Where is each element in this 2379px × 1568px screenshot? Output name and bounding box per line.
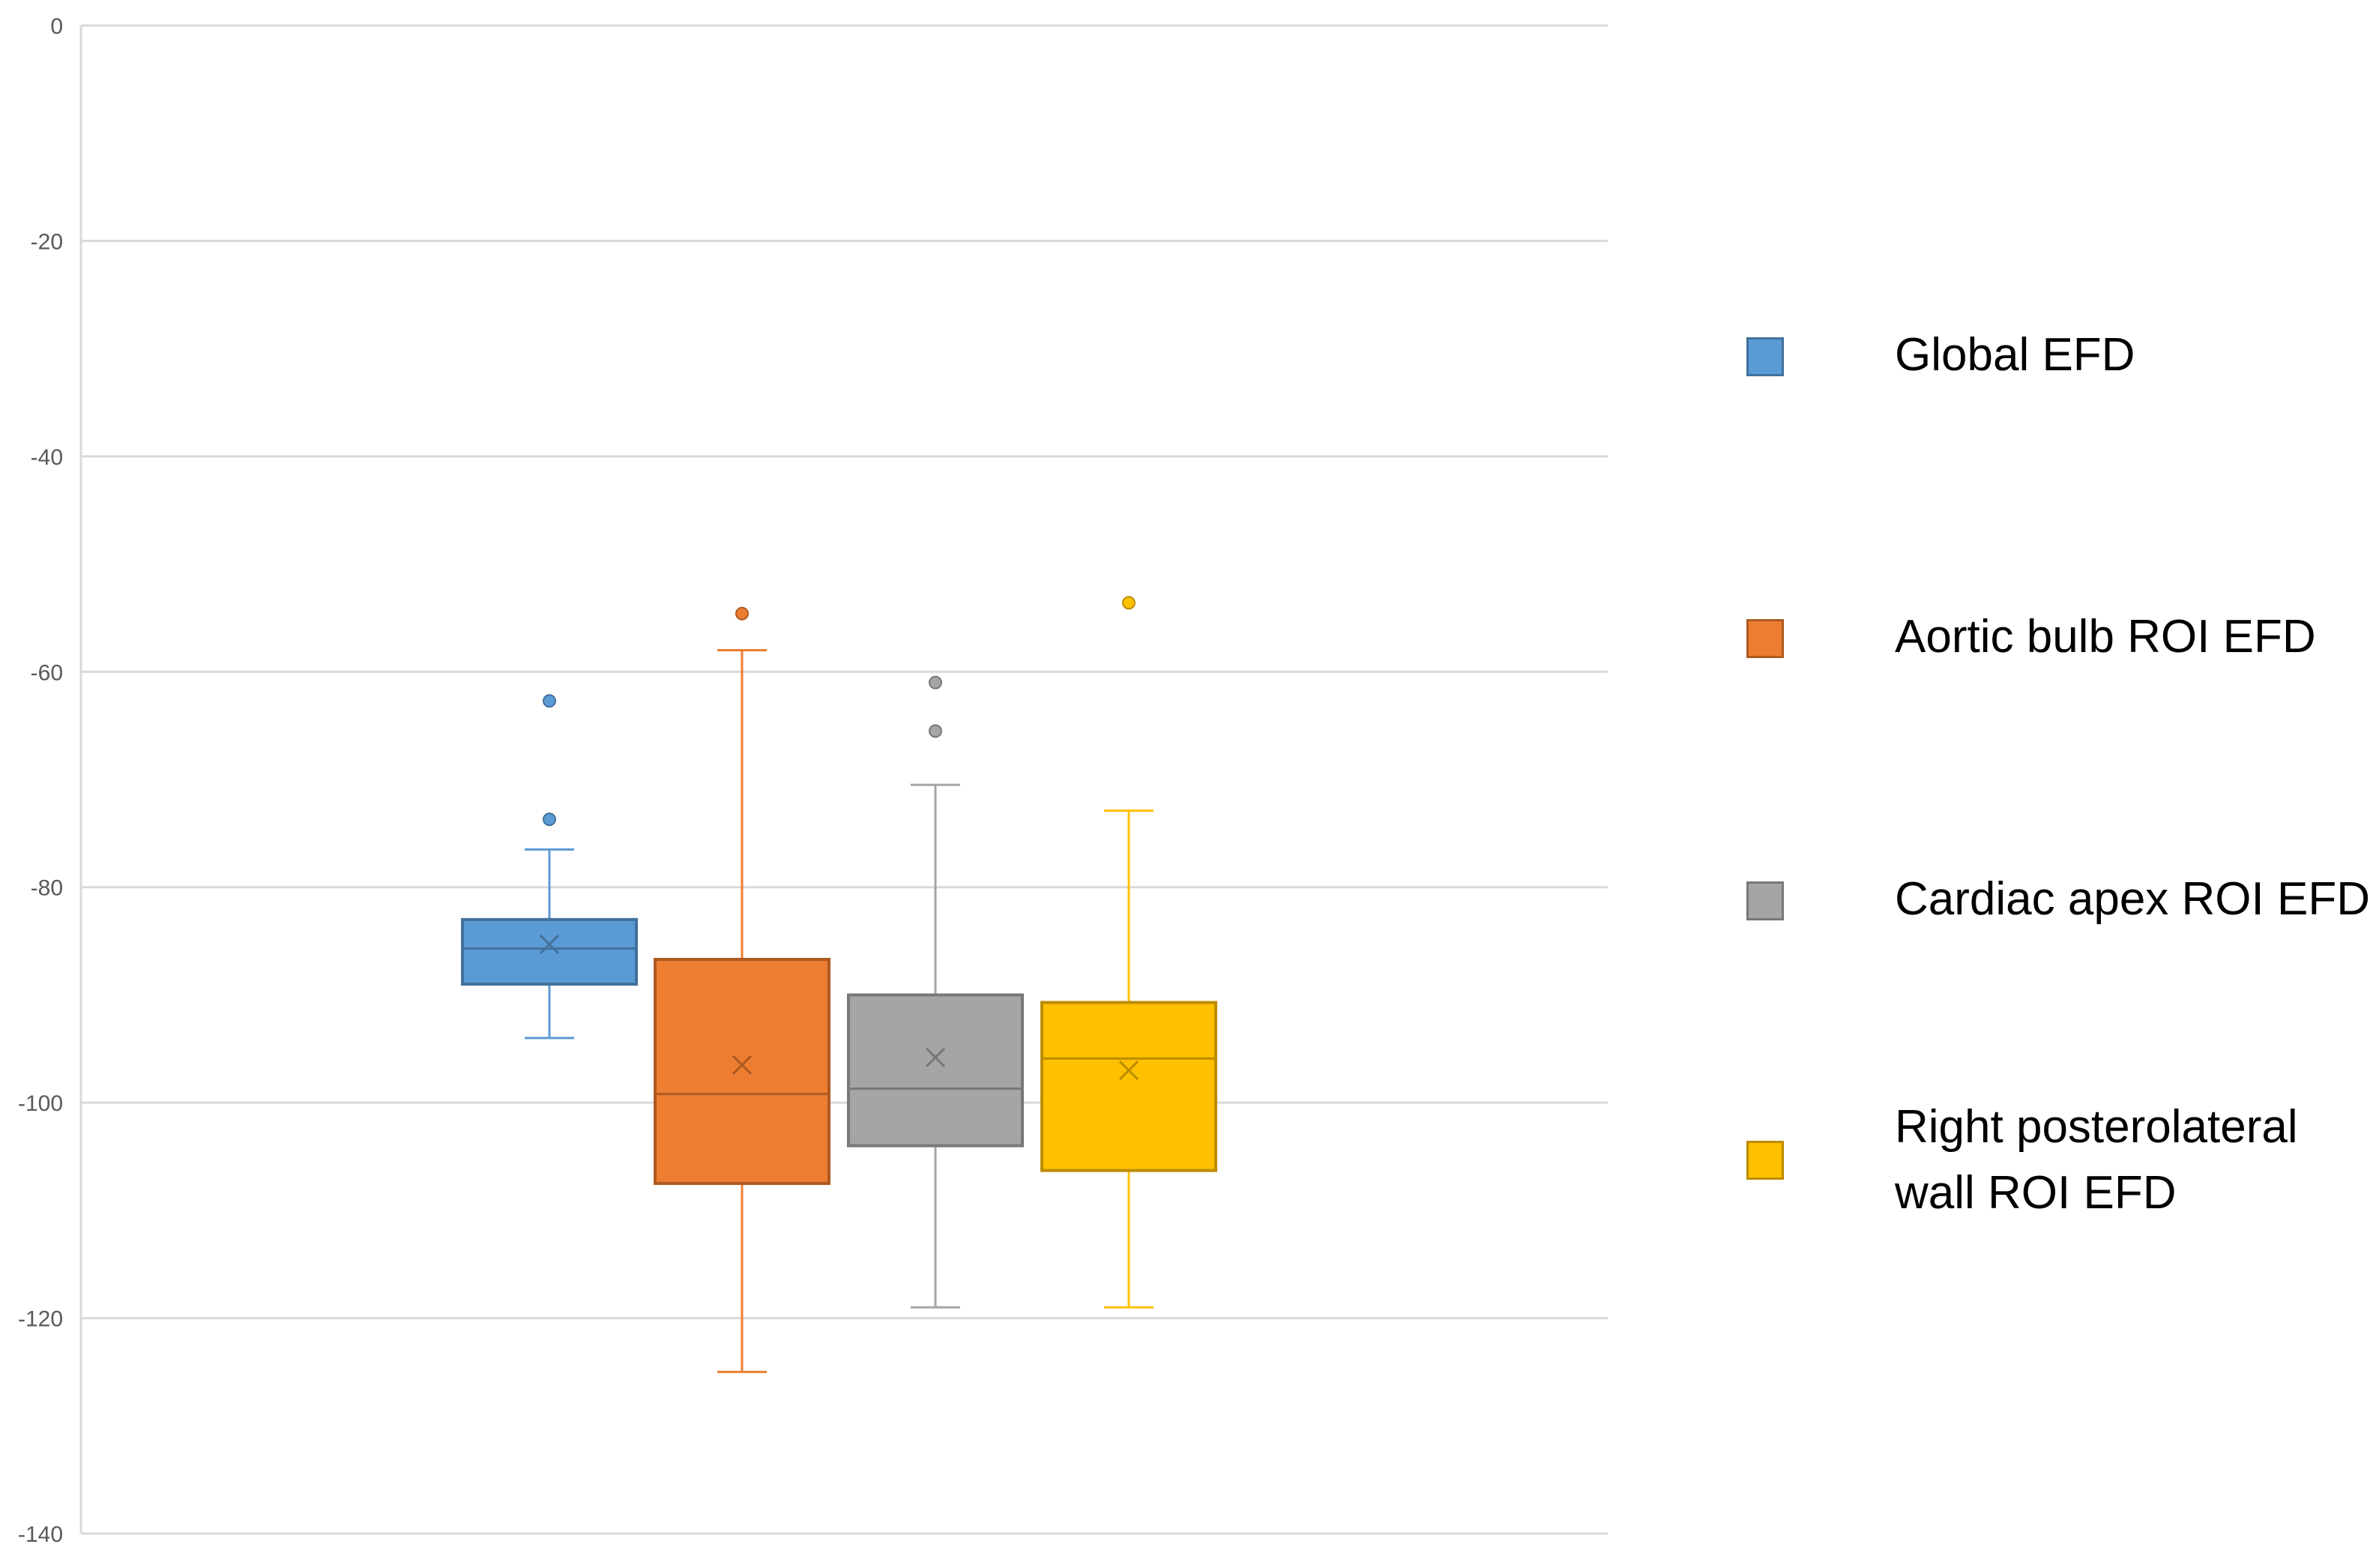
mean-marker — [732, 1055, 753, 1075]
outlier-point — [1122, 596, 1136, 610]
outlier-point — [929, 724, 942, 738]
y-tick-label: -80 — [31, 876, 63, 901]
interquartile-box — [654, 958, 830, 1185]
legend-label-global-efd: Global EFD — [1895, 329, 2135, 381]
outlier-point — [543, 812, 556, 827]
y-tick-label: -20 — [31, 229, 63, 254]
outlier-point — [543, 694, 556, 708]
box-4 — [1040, 596, 1217, 1309]
legend-label-aortic-bulb-roi-efd: Aortic bulb ROI EFD — [1895, 611, 2316, 663]
legend-swatch-right-posterolateral-wall-roi-efd — [1746, 1141, 1784, 1180]
legend-swatch-global-efd — [1746, 337, 1784, 376]
y-axis-tick-labels: 0 -20 -40 -60 -80 -100 -120 -140 — [18, 14, 63, 1547]
plot-area: 0 -20 -40 -60 -80 -100 -120 -140 — [18, 14, 1608, 1547]
outlier-point — [735, 606, 749, 621]
y-tick-label: -40 — [31, 445, 63, 470]
box-1 — [461, 694, 638, 1040]
mean-marker — [925, 1047, 946, 1067]
y-tick-label: -120 — [18, 1307, 63, 1332]
outlier-point — [929, 675, 942, 690]
gridlines — [79, 24, 1608, 1535]
y-tick-label: -140 — [18, 1522, 63, 1547]
mean-marker — [1118, 1060, 1139, 1081]
legend-swatch-cardiac-apex-roi-efd — [1746, 881, 1784, 920]
y-tick-label: -60 — [31, 660, 63, 685]
legend-swatch-aortic-bulb-roi-efd — [1746, 619, 1784, 658]
interquartile-box — [1040, 1001, 1217, 1172]
y-tick-label: 0 — [50, 14, 63, 39]
y-tick-label: -100 — [18, 1091, 63, 1116]
boxes — [461, 596, 1217, 1373]
legend-label-cardiac-apex-roi-efd: Cardiac apex ROI EFD — [1895, 873, 2370, 925]
legend: Global EFD Aortic bulb ROI EFD Cardiac a… — [1724, 0, 2376, 1568]
box-2 — [654, 606, 830, 1373]
interquartile-box — [461, 917, 638, 986]
mean-marker — [539, 934, 560, 954]
box-3 — [847, 675, 1024, 1309]
legend-label-right-posterolateral-wall-roi-efd: Right posterolateral wall ROI EFD — [1895, 1101, 2298, 1219]
interquartile-box — [847, 993, 1024, 1148]
